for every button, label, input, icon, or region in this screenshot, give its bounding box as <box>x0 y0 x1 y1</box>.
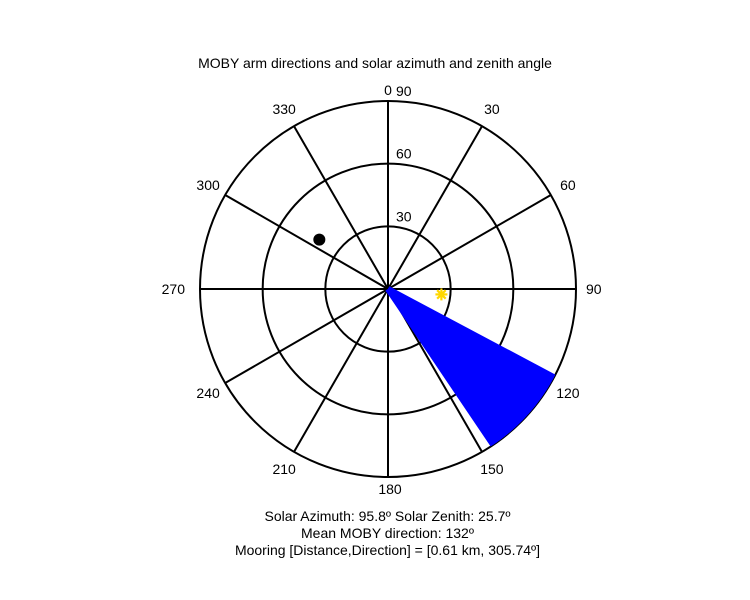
moby-direction-caption: Mean MOBY direction: 132º <box>301 525 474 541</box>
angle-label-210: 210 <box>272 461 296 477</box>
radial-label-60: 60 <box>396 146 412 162</box>
angle-label-120: 120 <box>556 385 580 401</box>
angle-label-180: 180 <box>378 481 402 497</box>
angle-tick-labels: 0 30 60 90 120 150 180 210 240 270 300 330 <box>162 82 602 497</box>
solar-caption: Solar Azimuth: 95.8º Solar Zenith: 25.7º <box>264 508 511 524</box>
moby-arm-lines <box>385 286 556 447</box>
angle-label-300: 300 <box>196 177 220 193</box>
angle-label-240: 240 <box>196 385 220 401</box>
radial-label-30: 30 <box>396 208 412 224</box>
moby-arm-line <box>385 287 496 447</box>
angle-label-30: 30 <box>484 101 500 117</box>
angle-label-60: 60 <box>560 177 576 193</box>
data-points <box>313 233 448 301</box>
angle-label-0: 0 <box>384 82 392 98</box>
mooring-caption: Mooring [Distance,Direction] = [0.61 km,… <box>234 542 541 558</box>
angle-label-330: 330 <box>272 101 296 117</box>
radial-label-90: 90 <box>396 83 412 99</box>
chart-title: MOBY arm directions and solar azimuth an… <box>198 55 552 71</box>
solar-point <box>435 288 448 301</box>
solar-point-core <box>438 291 445 298</box>
angle-label-90: 90 <box>586 281 602 297</box>
angle-label-150: 150 <box>480 461 504 477</box>
radial-tick-labels: 30 60 90 <box>396 83 412 224</box>
mooring-point <box>313 233 326 246</box>
angle-label-270: 270 <box>162 281 186 297</box>
